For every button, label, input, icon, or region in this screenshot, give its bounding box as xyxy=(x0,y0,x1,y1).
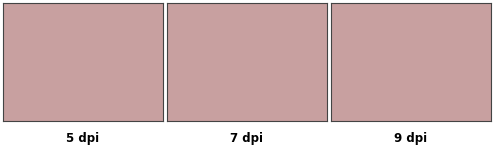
Text: 9 dpi: 9 dpi xyxy=(394,132,428,145)
Text: 7 dpi: 7 dpi xyxy=(230,132,264,145)
Text: 5 dpi: 5 dpi xyxy=(66,132,100,145)
